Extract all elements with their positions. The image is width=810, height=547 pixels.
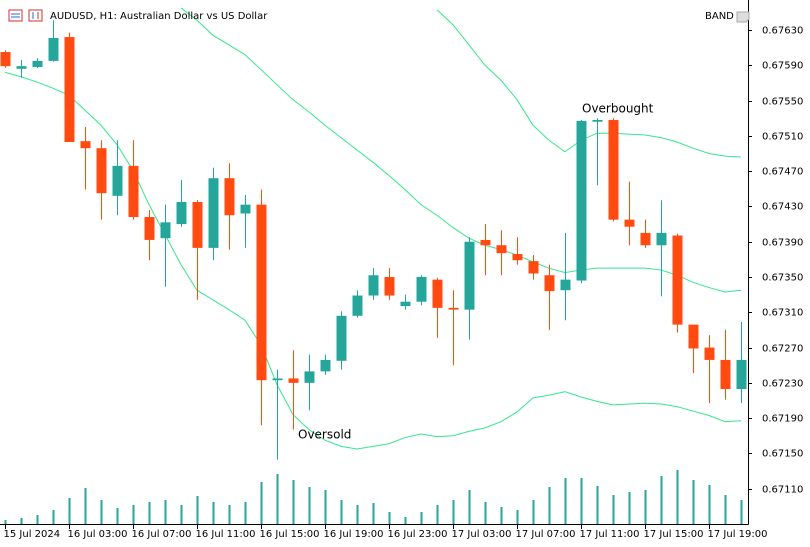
x-tick-label: 16 Jul 11:00 (196, 529, 256, 540)
x-tick-label: 15 Jul 2024 (4, 529, 61, 540)
candle-body (448, 307, 459, 310)
candle-body (272, 378, 283, 381)
candle-body (16, 66, 27, 69)
icon (8, 9, 23, 22)
candle-body (80, 141, 91, 149)
y-tick-label: 0.67430 (762, 202, 803, 213)
candle-body (400, 301, 411, 307)
x-tick-label: 16 Jul 15:00 (260, 529, 320, 540)
candle-body (32, 60, 43, 68)
candle-body (176, 202, 187, 225)
indicator-icon (736, 11, 750, 23)
y-tick-label: 0.67230 (762, 379, 803, 390)
x-tick-label: 16 Jul 19:00 (324, 529, 384, 540)
candle-body (0, 52, 11, 67)
x-tick-label: 17 Jul 11:00 (580, 529, 640, 540)
y-tick-label: 0.67110 (762, 485, 803, 496)
candle-body (672, 235, 683, 325)
candle-body (208, 178, 219, 248)
y-tick-label: 0.67310 (762, 308, 803, 319)
candle-body (144, 217, 155, 240)
candle-body (544, 275, 555, 292)
candle-body (112, 165, 123, 196)
x-tick-label: 16 Jul 07:00 (132, 529, 192, 540)
candle-body (240, 204, 251, 214)
candle-body (48, 37, 59, 61)
x-tick-label: 17 Jul 19:00 (708, 529, 768, 540)
candle-body (608, 119, 619, 220)
candle-body (64, 37, 75, 143)
candle-body (512, 254, 523, 261)
candle-body (352, 295, 363, 316)
candle-body (288, 378, 299, 383)
candle-body (432, 279, 443, 308)
y-tick-label: 0.67350 (762, 273, 803, 284)
candle-body (480, 239, 491, 246)
y-tick-label: 0.67270 (762, 344, 803, 355)
icon (28, 9, 43, 22)
candle-body (656, 232, 667, 246)
y-tick-label: 0.67150 (762, 449, 803, 460)
candle-body (96, 148, 107, 194)
candle-body (464, 241, 475, 310)
candle-body (496, 245, 507, 254)
y-tick-label: 0.67470 (762, 167, 803, 178)
y-tick-label: 0.67510 (762, 132, 803, 143)
y-tick-label: 0.67630 (762, 26, 803, 37)
candle-body (320, 359, 331, 372)
candle-body (576, 120, 587, 281)
y-tick-label: 0.67390 (762, 238, 803, 249)
x-tick-label: 17 Jul 15:00 (644, 529, 704, 540)
chart-title: AUDUSD, H1: Australian Dollar vs US Doll… (50, 11, 268, 22)
candle-body (688, 324, 699, 349)
annotation: Overbought (582, 102, 654, 116)
band-line (436, 9, 742, 158)
candle-body (624, 219, 635, 227)
x-tick-label: 16 Jul 23:00 (388, 529, 448, 540)
y-tick-label: 0.67190 (762, 414, 803, 425)
candle-body (192, 202, 203, 248)
candle-body (384, 276, 395, 296)
candle-body (704, 347, 715, 360)
candle-body (336, 315, 347, 361)
candle-body (592, 119, 603, 122)
candle-body (736, 359, 747, 390)
candle-body (160, 222, 171, 239)
symbol-icons (8, 9, 43, 22)
annotation: Oversold (298, 428, 351, 442)
y-tick-label: 0.67550 (762, 97, 803, 108)
y-tick-label: 0.67590 (762, 61, 803, 72)
candle-body (224, 178, 235, 216)
plot-area (0, 7, 747, 524)
indicator-name: BAND (705, 11, 734, 22)
candle-body (560, 279, 571, 291)
candle-body (416, 276, 427, 302)
band-line (180, 7, 742, 293)
candle-body (528, 261, 539, 274)
candle-body (368, 275, 379, 296)
candle-body (304, 371, 315, 383)
x-tick-label: 17 Jul 03:00 (452, 529, 512, 540)
candle-body (640, 232, 651, 246)
x-tick-label: 17 Jul 07:00 (516, 529, 576, 540)
candle-body (720, 359, 731, 390)
candle-body (128, 165, 139, 218)
candle-body (256, 204, 267, 381)
x-tick-label: 16 Jul 03:00 (68, 529, 128, 540)
band-line (4, 71, 742, 450)
